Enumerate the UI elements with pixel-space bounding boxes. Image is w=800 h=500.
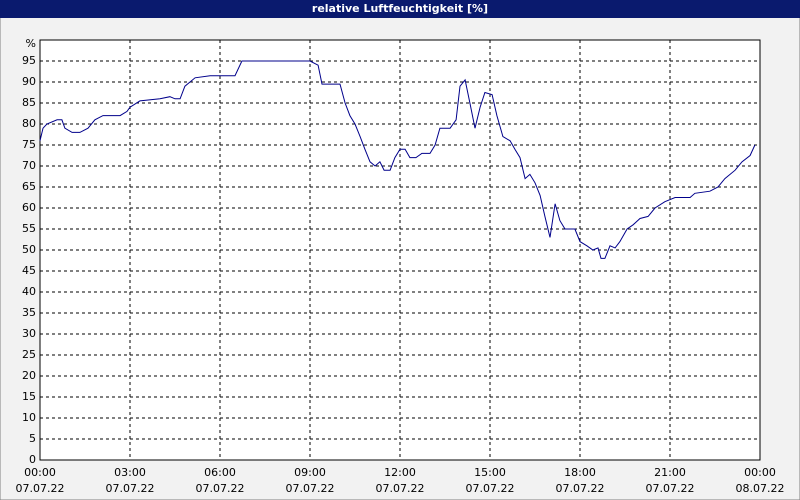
x-tick-date: 07.07.22	[106, 482, 155, 495]
x-tick-date: 07.07.22	[466, 482, 515, 495]
x-tick-date: 07.07.22	[16, 482, 65, 495]
x-tick-date: 07.07.22	[196, 482, 245, 495]
x-tick-label: 09:00	[294, 466, 326, 479]
x-tick-label: 12:00	[384, 466, 416, 479]
y-tick-label: 50	[22, 243, 36, 256]
y-tick-label: 70	[22, 159, 36, 172]
y-axis-label: %	[26, 37, 36, 50]
x-tick-date: 07.07.22	[646, 482, 695, 495]
y-tick-label: 65	[22, 180, 36, 193]
x-tick-date: 07.07.22	[286, 482, 335, 495]
y-tick-label: 75	[22, 138, 36, 151]
x-tick-label: 03:00	[114, 466, 146, 479]
y-tick-label: 80	[22, 117, 36, 130]
y-tick-label: 95	[22, 54, 36, 67]
y-tick-label: 85	[22, 96, 36, 109]
x-tick-label: 00:00	[744, 466, 776, 479]
x-tick-date: 07.07.22	[376, 482, 425, 495]
y-tick-label: 45	[22, 264, 36, 277]
data-line	[39, 60, 756, 259]
y-tick-label: 15	[22, 390, 36, 403]
x-tick-label: 06:00	[204, 466, 236, 479]
y-tick-label: 90	[22, 75, 36, 88]
y-tick-label: 55	[22, 222, 36, 235]
x-tick-date: 07.07.22	[556, 482, 605, 495]
x-tick-label: 15:00	[474, 466, 506, 479]
x-tick-label: 18:00	[564, 466, 596, 479]
title-bar	[0, 0, 800, 18]
y-tick-label: 5	[29, 432, 36, 445]
y-tick-label: 20	[22, 369, 36, 382]
chart-title: relative Luftfeuchtigkeit [%]	[312, 2, 488, 15]
y-tick-label: 35	[22, 306, 36, 319]
y-tick-label: 40	[22, 285, 36, 298]
y-tick-label: 60	[22, 201, 36, 214]
y-tick-label: 25	[22, 348, 36, 361]
x-tick-label: 00:00	[24, 466, 56, 479]
x-tick-date: 08.07.22	[736, 482, 785, 495]
y-tick-label: 10	[22, 411, 36, 424]
y-tick-label: 0	[29, 453, 36, 466]
x-tick-label: 21:00	[654, 466, 686, 479]
y-tick-label: 30	[22, 327, 36, 340]
